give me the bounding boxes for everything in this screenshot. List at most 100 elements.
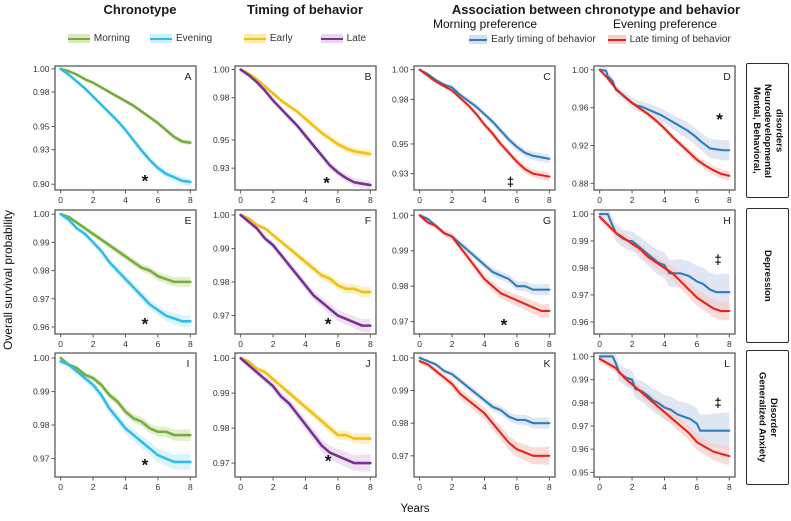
y-tick-label: 0.97 — [213, 458, 230, 468]
y-tick-label: 0.99 — [213, 243, 230, 253]
x-tick-label: 8 — [547, 482, 552, 490]
significance-symbol: * — [142, 456, 149, 475]
x-tick-label: 4 — [303, 195, 308, 203]
legend-chronotype: Morning Evening — [50, 33, 230, 44]
x-tick-label: 2 — [630, 339, 635, 347]
x-tick-label: 6 — [156, 195, 161, 203]
x-tick-label: 6 — [694, 482, 699, 490]
panel-B: 1.00 0.98 0.95 0.93 0 2 4 6 8 B * — [208, 60, 388, 205]
y-tick-label: 0.96 — [572, 316, 589, 326]
curve-late_assoc — [418, 68, 551, 178]
facet-label-text: Depression — [762, 249, 774, 302]
panel-D: 1.00 0.96 0.92 0.88 0 2 4 6 8 D * — [567, 60, 747, 205]
x-tick-label: 4 — [662, 195, 667, 203]
panel-E-plot: 1.00 0.99 0.98 0.97 0.96 0 2 4 6 8 E * — [33, 209, 197, 349]
plot-border — [233, 65, 377, 191]
x-tick-label: 8 — [727, 482, 732, 490]
legend-label-morning: Morning — [93, 33, 130, 44]
y-tick-label: 1.00 — [213, 65, 230, 75]
y-tick-label: 1.00 — [572, 351, 589, 361]
x-tick-label: 0 — [597, 339, 602, 347]
y-tick-label: 0.98 — [572, 398, 589, 408]
x-tick-label: 4 — [482, 482, 487, 490]
curve-morning — [59, 67, 192, 145]
panel-letter-K: K — [544, 358, 551, 370]
ci-band-early_assoc — [599, 353, 730, 450]
x-tick-label: 8 — [368, 482, 373, 490]
y-tick-label: 0.92 — [572, 141, 589, 151]
facet-label-text: Mental, Behavioral, Neurodevelopmental d… — [750, 83, 785, 178]
y-tick-label: 0.96 — [572, 444, 589, 454]
curve-late_assoc — [598, 357, 731, 458]
panel-E: 1.00 0.99 0.98 0.97 0.96 0 2 4 6 8 E * — [28, 204, 208, 349]
x-tick-label: 8 — [188, 482, 193, 490]
panel-A-plot: 1.00 0.98 0.95 0.93 0.90 0 2 4 6 8 A * — [33, 64, 197, 205]
y-tick-label: 1.00 — [572, 209, 589, 219]
x-tick-label: 0 — [58, 482, 63, 490]
x-tick-label: 4 — [482, 195, 487, 203]
significance-symbol: * — [501, 315, 508, 334]
x-tick-label: 2 — [91, 339, 96, 347]
legend-association: Early timing of behavior Late timing of … — [420, 34, 780, 45]
x-tick-label: 6 — [156, 339, 161, 347]
x-tick-label: 4 — [123, 482, 128, 490]
x-tick-label: 0 — [238, 482, 243, 490]
y-tick-label: 0.95 — [33, 122, 50, 132]
x-tick-label: 8 — [368, 339, 373, 347]
ci-band-late_assoc — [599, 68, 730, 181]
x-tick-label: 4 — [303, 339, 308, 347]
legend-label-early: Early — [269, 33, 293, 44]
y-tick-label: 0.97 — [33, 293, 50, 303]
x-tick-label: 8 — [547, 195, 552, 203]
panel-G-plot: 1.00 0.99 0.98 0.97 0 2 4 6 8 G * — [392, 208, 556, 349]
curve-evening — [59, 67, 192, 184]
evening-line-swatch — [150, 34, 172, 43]
ci-band-late — [240, 355, 370, 472]
curve-late — [238, 213, 372, 327]
y-tick-label: 0.96 — [572, 103, 589, 113]
panel-letter-G: G — [543, 215, 551, 227]
panel-L-plot: 1.00 0.99 0.98 0.97 0.96 0.95 0 2 4 6 8 L ‡ — [572, 351, 736, 492]
y-tick-label: 0.97 — [392, 451, 409, 461]
x-tick-label: 8 — [727, 195, 732, 203]
panel-I-plot: 1.00 0.99 0.98 0.97 0 2 4 6 8 I * — [33, 352, 197, 492]
curve-morning — [59, 356, 192, 437]
significance-symbol: * — [324, 452, 331, 471]
x-tick-label: 0 — [417, 482, 422, 490]
x-tick-label: 4 — [662, 339, 667, 347]
significance-symbol: ‡ — [714, 395, 721, 410]
x-tick-label: 2 — [450, 339, 455, 347]
x-tick-label: 0 — [417, 339, 422, 347]
x-tick-label: 4 — [303, 482, 308, 490]
ci-band-late_assoc — [419, 212, 550, 318]
panels-grid: 1.00 0.98 0.95 0.93 0.90 0 2 4 6 8 A * 1.00 0.98 0.95 0… — [28, 60, 748, 500]
y-tick-label: 0.98 — [392, 94, 409, 104]
ci-band-early_assoc — [599, 66, 730, 161]
curve-early_assoc — [418, 356, 551, 425]
ci-band-early_assoc — [419, 68, 550, 164]
late-timing-line-swatch — [607, 35, 626, 44]
curve-late_assoc — [418, 360, 551, 457]
y-tick-label: 0.98 — [213, 93, 230, 103]
y-tick-label: 0.95 — [572, 467, 589, 477]
late-line-swatch — [320, 34, 343, 43]
y-tick-label: 1.00 — [213, 353, 230, 363]
panel-K: 1.00 0.99 0.98 0.97 0 2 4 6 8 K — [387, 347, 567, 492]
curve-early_assoc — [418, 68, 551, 160]
x-tick-label: 0 — [58, 195, 63, 203]
plot-border — [413, 208, 556, 335]
panel-J-plot: 1.00 0.99 0.98 0.97 0 2 4 6 8 J * — [213, 352, 377, 492]
x-tick-label: 8 — [188, 195, 193, 203]
panel-K-plot: 1.00 0.99 0.98 0.97 0 2 4 6 8 K — [392, 352, 556, 492]
curve-evening — [59, 360, 192, 464]
y-tick-label: 0.99 — [213, 388, 230, 398]
y-tick-label: 0.97 — [572, 289, 589, 299]
legend-timing: Early Late — [222, 33, 388, 44]
y-tick-label: 0.98 — [213, 277, 230, 287]
panel-L: 1.00 0.99 0.98 0.97 0.96 0.95 0 2 4 6 8 L ‡ — [567, 347, 747, 492]
x-tick-label: 6 — [156, 482, 161, 490]
x-tick-label: 6 — [335, 195, 340, 203]
y-tick-label: 1.00 — [213, 210, 230, 220]
panel-C-plot: 1.00 0.98 0.95 0.93 0 2 4 6 8 C ‡ — [392, 65, 556, 205]
y-tick-label: 0.93 — [33, 145, 50, 155]
